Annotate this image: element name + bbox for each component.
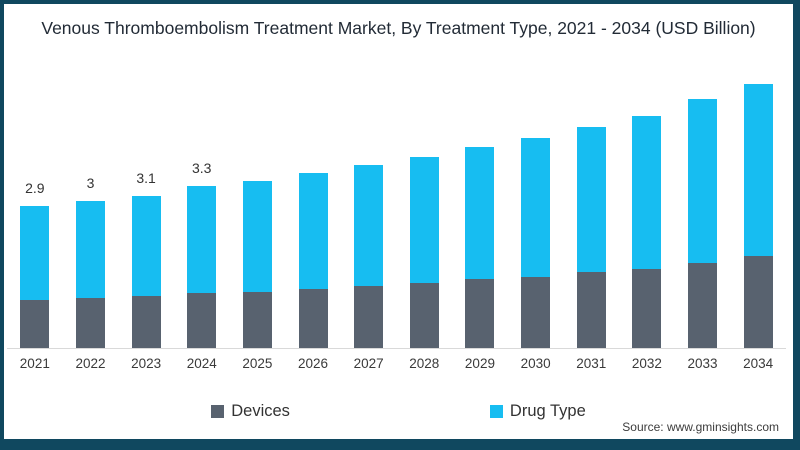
segment-devices-2029	[465, 278, 495, 348]
bar-column-2033	[675, 64, 731, 348]
stacked-bar-2023	[131, 196, 161, 348]
segment-drug-type-2029	[465, 147, 495, 279]
x-axis-label-2034: 2034	[743, 356, 774, 371]
chart-title: Venous Thromboembolism Treatment Market,…	[41, 18, 756, 38]
x-axis-label-2022: 2022	[75, 356, 106, 371]
legend: Devices Drug Type	[4, 402, 793, 421]
x-axis-label-2029: 2029	[464, 356, 495, 371]
bar-column-2028	[396, 64, 452, 348]
stacked-bar-2031	[576, 127, 606, 348]
segment-drug-type-2025	[242, 180, 272, 293]
bar-value-label-2024: 3.3	[192, 160, 212, 177]
bar-value-label-2023: 3.1	[136, 170, 156, 187]
segment-devices-2023	[131, 296, 161, 348]
segment-devices-2022	[75, 298, 105, 348]
x-axis-label-2021: 2021	[19, 356, 50, 371]
x-axis-label-2027: 2027	[353, 356, 384, 371]
bar-value-label-2021: 2.9	[25, 179, 45, 196]
segment-drug-type-2021	[20, 205, 50, 300]
segment-devices-2030	[521, 276, 551, 348]
segment-devices-2032	[632, 269, 662, 348]
segment-drug-type-2026	[298, 173, 328, 290]
legend-swatch-drug-type	[489, 405, 503, 418]
stacked-bar-2029	[465, 147, 495, 348]
x-axis-label-2031: 2031	[576, 356, 607, 371]
segment-drug-type-2032	[632, 116, 662, 270]
x-axis-label-2024: 2024	[186, 356, 217, 371]
legend-item-drug-type[interactable]: Drug Type	[489, 402, 586, 421]
legend-label-devices: Devices	[231, 402, 290, 420]
stacked-bar-2028	[409, 156, 439, 348]
segment-devices-2024	[187, 293, 217, 348]
x-axis-label-2032: 2032	[631, 356, 662, 371]
segment-devices-2021	[20, 299, 50, 348]
segment-drug-type-2022	[75, 201, 105, 299]
legend-label-drug-type: Drug Type	[509, 402, 586, 420]
bar-column-2026	[285, 64, 341, 348]
stacked-bar-2033	[688, 99, 717, 348]
bar-column-2022: 3	[63, 64, 119, 348]
segment-devices-2025	[242, 292, 272, 348]
stacked-bar-2025	[242, 180, 272, 348]
segment-devices-2033	[688, 263, 717, 348]
segment-drug-type-2027	[354, 165, 384, 286]
segment-devices-2028	[409, 282, 439, 348]
bar-column-2023: 3.1	[118, 64, 174, 348]
bar-column-2025	[230, 64, 286, 348]
segment-devices-2027	[354, 285, 384, 348]
segment-drug-type-2034	[743, 83, 773, 256]
x-axis-label-2033: 2033	[687, 356, 718, 371]
bar-column-2024: 3.3	[174, 64, 230, 348]
x-axis-label-2023: 2023	[131, 356, 162, 371]
stacked-bar-2022	[75, 201, 105, 348]
stacked-bar-2021	[20, 205, 50, 348]
source-attribution: Source: www.gminsights.com	[622, 420, 779, 434]
segment-drug-type-2031	[576, 127, 606, 273]
bar-column-2021: 2.9	[7, 64, 63, 348]
segment-devices-2026	[298, 289, 328, 348]
stacked-bar-2030	[521, 137, 551, 348]
bar-column-2029	[452, 64, 508, 348]
segment-drug-type-2030	[521, 137, 551, 277]
segment-devices-2034	[743, 255, 773, 348]
segment-drug-type-2033	[688, 99, 717, 264]
bar-column-2031	[563, 64, 619, 348]
x-axis-label-2028: 2028	[409, 356, 440, 371]
stacked-bar-2034	[743, 83, 773, 348]
bar-value-label-2022: 3	[86, 175, 95, 192]
legend-swatch-devices	[211, 405, 225, 418]
x-axis-label-2030: 2030	[520, 356, 551, 371]
bar-column-2030	[508, 64, 564, 348]
bar-column-2032	[619, 64, 675, 348]
stacked-bar-2024	[187, 186, 217, 348]
stacked-bar-2027	[354, 165, 384, 348]
x-axis-labels: 2021 2022 2023 2024 2025 2026 2027 2028 2029 2030…	[7, 356, 786, 371]
bar-column-2034	[730, 64, 786, 348]
x-axis-label-2025: 2025	[242, 356, 273, 371]
bar-column-2027	[341, 64, 397, 348]
x-axis-label-2026: 2026	[298, 356, 329, 371]
stacked-bar-2032	[632, 116, 662, 348]
stacked-bar-2026	[298, 173, 328, 348]
plot-area: 2.9 3 3.1 3.3	[7, 64, 786, 349]
segment-devices-2031	[576, 272, 606, 348]
segment-drug-type-2023	[131, 196, 161, 297]
segment-drug-type-2028	[409, 156, 439, 283]
segment-drug-type-2024	[187, 186, 217, 294]
legend-item-devices[interactable]: Devices	[211, 402, 290, 421]
